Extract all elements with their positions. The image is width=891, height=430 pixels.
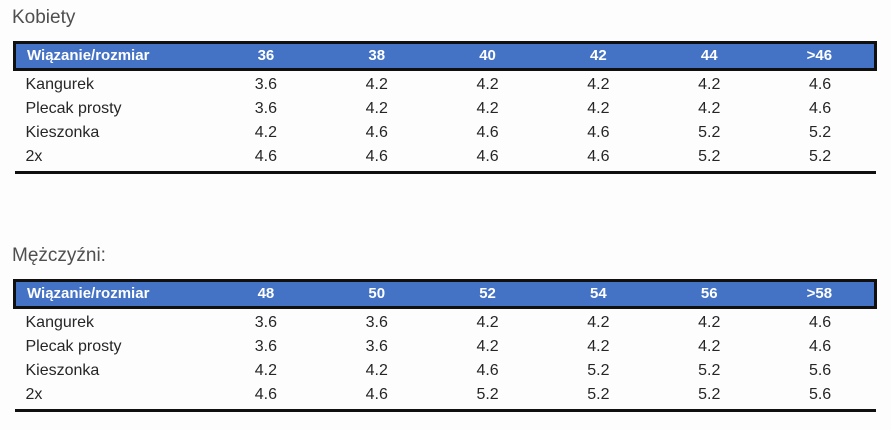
header-cell-size-50: 50 bbox=[321, 279, 433, 309]
value-cell: 4.6 bbox=[808, 76, 832, 93]
value-cell: 4.6 bbox=[808, 314, 832, 331]
value-cell: 5.2 bbox=[432, 383, 543, 412]
row-label: Plecak prosty bbox=[25, 338, 122, 355]
table-row-plecak-prosty: Plecak prosty 3.6 3.6 4.2 4.2 4.2 4.6 bbox=[15, 335, 876, 359]
value-cell: 4.6 bbox=[542, 145, 654, 174]
value-cell: 4.6 bbox=[210, 145, 322, 174]
men-section-title: Mężczyźni: bbox=[12, 245, 106, 266]
table-row-kieszonka: Kieszonka 4.2 4.6 4.6 4.6 5.2 5.2 bbox=[15, 121, 876, 145]
row-label: Kieszonka bbox=[25, 362, 100, 379]
table-row-2x: 2x 4.6 4.6 4.6 4.6 5.2 5.2 bbox=[14, 145, 876, 174]
value-cell: 5.2 bbox=[698, 124, 721, 141]
value-cell: 4.6 bbox=[321, 145, 433, 174]
value-cell: 5.2 bbox=[808, 124, 832, 141]
table-row-kangurek: Kangurek 3.6 3.6 4.2 4.2 4.2 4.6 bbox=[15, 308, 876, 336]
header-cell-binding-size: Wiązanie/rozmiar bbox=[13, 41, 211, 71]
value-cell: 4.2 bbox=[587, 338, 610, 355]
table-row-plecak-prosty: Plecak prosty 3.6 4.2 4.2 4.2 4.2 4.6 bbox=[15, 97, 876, 121]
women-size-table: Wiązanie/rozmiar 36 38 40 42 44 >46 Kang… bbox=[13, 41, 877, 174]
women-size-section: Kobiety Wiązanie/rozmiar 36 38 40 42 44 … bbox=[10, 6, 879, 174]
value-cell: 4.2 bbox=[365, 362, 388, 379]
value-cell: 4.2 bbox=[698, 100, 721, 117]
value-cell: 5.2 bbox=[653, 145, 765, 174]
value-cell: 5.2 bbox=[764, 145, 876, 174]
header-cell-size-38: 38 bbox=[321, 41, 433, 71]
value-cell: 4.2 bbox=[587, 100, 610, 117]
header-cell-size-44: 44 bbox=[653, 41, 765, 71]
table-row-2x: 2x 4.6 4.6 5.2 5.2 5.2 5.6 bbox=[14, 383, 876, 412]
value-cell: 3.6 bbox=[254, 76, 278, 93]
header-cell-size-56: 56 bbox=[653, 279, 765, 309]
header-cell-binding-size: Wiązanie/rozmiar bbox=[13, 279, 211, 309]
header-cell-size-40: 40 bbox=[432, 41, 543, 71]
value-cell: 4.6 bbox=[808, 338, 832, 355]
value-cell: 4.6 bbox=[808, 100, 832, 117]
row-label: 2x bbox=[14, 145, 211, 174]
value-cell: 4.6 bbox=[476, 124, 499, 141]
value-cell: 4.6 bbox=[210, 383, 322, 412]
value-cell: 4.6 bbox=[587, 124, 610, 141]
row-label: Kangurek bbox=[25, 76, 95, 93]
header-cell-size-52: 52 bbox=[432, 279, 543, 309]
men-header-row: Wiązanie/rozmiar 48 50 52 54 56 >58 bbox=[13, 279, 877, 309]
value-cell: 4.2 bbox=[254, 124, 278, 141]
value-cell: 4.2 bbox=[365, 76, 388, 93]
value-cell: 4.2 bbox=[476, 338, 499, 355]
value-cell: 5.2 bbox=[542, 383, 654, 412]
value-cell: 4.2 bbox=[476, 76, 499, 93]
value-cell: 3.6 bbox=[254, 314, 278, 331]
row-label: 2x bbox=[14, 383, 211, 412]
header-cell-size-36: 36 bbox=[210, 41, 322, 71]
value-cell: 4.6 bbox=[321, 383, 433, 412]
value-cell: 5.6 bbox=[764, 383, 876, 412]
value-cell: 4.2 bbox=[698, 76, 721, 93]
row-label: Kangurek bbox=[25, 314, 95, 331]
value-cell: 5.2 bbox=[653, 383, 765, 412]
value-cell: 4.6 bbox=[432, 145, 543, 174]
value-cell: 5.2 bbox=[587, 362, 610, 379]
women-header-row: Wiązanie/rozmiar 36 38 40 42 44 >46 bbox=[13, 41, 877, 71]
value-cell: 4.2 bbox=[587, 314, 610, 331]
value-cell: 4.2 bbox=[587, 76, 610, 93]
value-cell: 3.6 bbox=[365, 314, 388, 331]
value-cell: 5.6 bbox=[808, 362, 832, 379]
men-size-section: Mężczyźni: Wiązanie/rozmiar 48 50 52 54 … bbox=[10, 244, 879, 412]
size-tables-page: Kobiety Wiązanie/rozmiar 36 38 40 42 44 … bbox=[10, 6, 879, 412]
row-label: Kieszonka bbox=[25, 124, 100, 141]
header-cell-size-42: 42 bbox=[542, 41, 654, 71]
header-cell-size-gt46: >46 bbox=[764, 41, 877, 71]
value-cell: 3.6 bbox=[365, 338, 388, 355]
men-size-table: Wiązanie/rozmiar 48 50 52 54 56 >58 Kang… bbox=[13, 279, 877, 412]
value-cell: 4.2 bbox=[476, 100, 499, 117]
value-cell: 4.6 bbox=[365, 124, 388, 141]
value-cell: 4.6 bbox=[476, 362, 499, 379]
value-cell: 4.2 bbox=[698, 338, 721, 355]
value-cell: 4.2 bbox=[254, 362, 278, 379]
header-cell-size-48: 48 bbox=[210, 279, 322, 309]
header-cell-size-gt58: >58 bbox=[764, 279, 877, 309]
value-cell: 5.2 bbox=[698, 362, 721, 379]
value-cell: 3.6 bbox=[254, 100, 278, 117]
value-cell: 3.6 bbox=[254, 338, 278, 355]
table-row-kangurek: Kangurek 3.6 4.2 4.2 4.2 4.2 4.6 bbox=[15, 70, 876, 98]
header-cell-size-54: 54 bbox=[542, 279, 654, 309]
row-label: Plecak prosty bbox=[25, 100, 122, 117]
table-row-kieszonka: Kieszonka 4.2 4.2 4.6 5.2 5.2 5.6 bbox=[15, 359, 876, 383]
value-cell: 4.2 bbox=[365, 100, 388, 117]
women-section-title: Kobiety bbox=[12, 7, 76, 28]
value-cell: 4.2 bbox=[476, 314, 499, 331]
value-cell: 4.2 bbox=[698, 314, 721, 331]
